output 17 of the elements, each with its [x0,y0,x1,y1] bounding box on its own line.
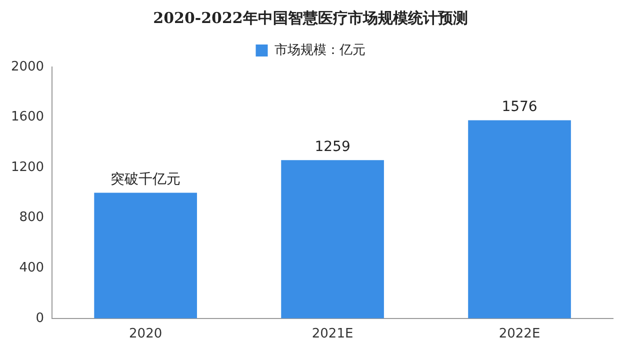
bar [281,160,384,318]
chart-title: 2020-2022年中国智慧医疗市场规模统计预测 [153,8,468,27]
y-tick-label: 0 [36,310,44,326]
data-label: 1259 [314,138,350,155]
bar [94,192,197,318]
y-tick-label: 400 [19,260,44,276]
y-tick-label: 1600 [10,110,44,125]
bar [468,120,571,318]
y-tick-label: 1200 [10,160,44,175]
x-tick-label: 2021E [312,326,354,342]
legend-label: 市场规模：亿元 [274,42,366,58]
data-label: 1576 [502,98,538,115]
y-tick-label: 2000 [10,59,44,74]
data-label: 突破千亿元 [110,171,181,188]
y-tick-label: 800 [19,210,44,226]
x-tick-label: 2020 [129,326,162,342]
x-tick-label: 2022E [498,326,540,342]
